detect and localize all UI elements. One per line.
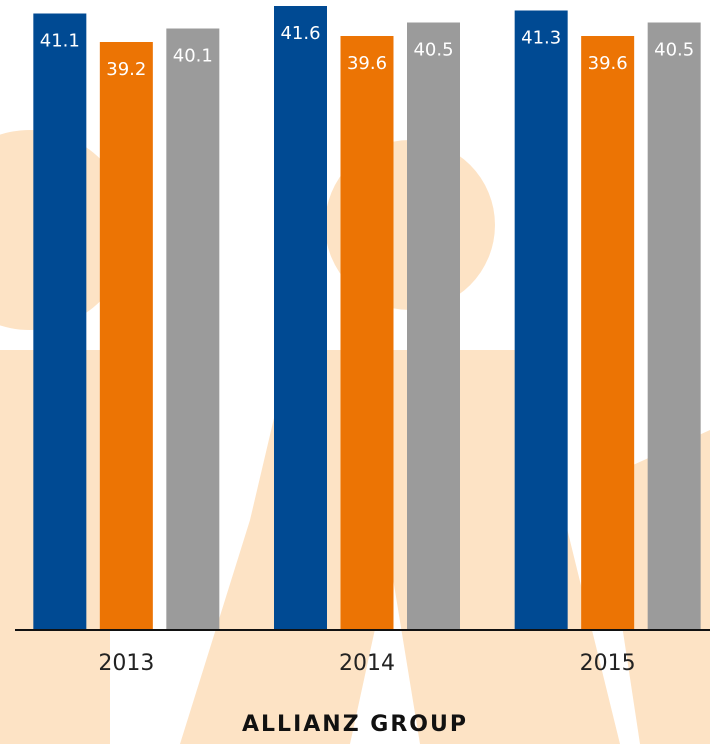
bar <box>514 10 568 630</box>
x-tick-label: 2013 <box>98 651 154 676</box>
bar <box>407 22 460 630</box>
value-label: 40.5 <box>413 40 453 61</box>
bar <box>33 13 87 630</box>
x-tick-label: 2015 <box>580 651 636 676</box>
bar <box>647 22 701 630</box>
value-label: 41.6 <box>280 23 320 44</box>
value-label: 40.5 <box>654 40 694 61</box>
plot-area: 41.1 39.2 40.1 41.6 39.6 40.5 41.3 39.6 40.5 <box>33 6 701 630</box>
bar <box>99 42 153 630</box>
value-label: 41.3 <box>521 28 561 49</box>
value-label: 41.1 <box>40 31 80 52</box>
bar <box>274 6 327 630</box>
x-tick-label: 2014 <box>339 651 395 676</box>
value-label: 40.1 <box>173 46 213 67</box>
bar <box>581 36 635 630</box>
value-label: 39.6 <box>347 53 387 74</box>
bar <box>166 28 220 630</box>
chart-title: ALLIANZ GROUP <box>242 712 468 737</box>
value-label: 39.6 <box>588 53 628 74</box>
value-label: 39.2 <box>106 59 146 80</box>
bar <box>340 36 394 630</box>
